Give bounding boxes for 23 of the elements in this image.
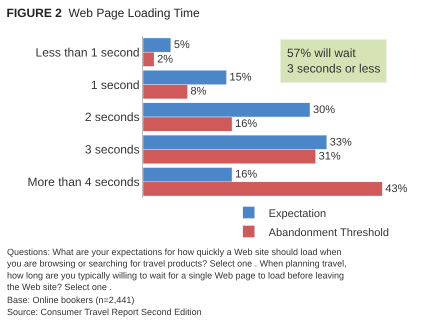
data-label: 33%	[330, 136, 352, 148]
data-label: 8%	[190, 86, 207, 98]
data-label: 31%	[318, 150, 341, 163]
y-tick-label: 3 seconds	[84, 142, 140, 157]
source-note: Source: Consumer Travel Report Second Edition	[7, 307, 202, 317]
data-label: 30%	[313, 104, 336, 116]
text: Questions: What are your expectations for how quickly a Web site should load when you are browsing or searching for travel products? Select one . When planning travel, how long are you typically willing to wait for a single Web page to load before leaving the Web site? Select one .	[7, 247, 347, 292]
annotation: 57% will wait 3 seconds or less	[287, 46, 380, 76]
data-label: 16%	[235, 168, 258, 181]
y-tick-label: Less than 1 second	[36, 45, 140, 60]
y-tick-label: 1 second	[90, 78, 140, 92]
y-tick-label: More than 4 seconds	[28, 175, 140, 189]
text: Base: Online bookers (n=2,441)	[7, 295, 134, 305]
legend-label: Expectation	[268, 208, 326, 220]
data-label: 5%	[174, 39, 190, 52]
chart-subtitle: Web Page Loading Time	[68, 6, 200, 20]
legend-label: Abandonment Threshold	[268, 226, 389, 239]
y-tick-label: 2 seconds	[84, 110, 140, 124]
data-label: 2%	[157, 53, 174, 66]
data-label: 43%	[385, 182, 408, 195]
text: FIGURE 2	[6, 6, 62, 20]
data-label: 16%	[235, 118, 258, 130]
data-label: 15%	[230, 71, 252, 84]
